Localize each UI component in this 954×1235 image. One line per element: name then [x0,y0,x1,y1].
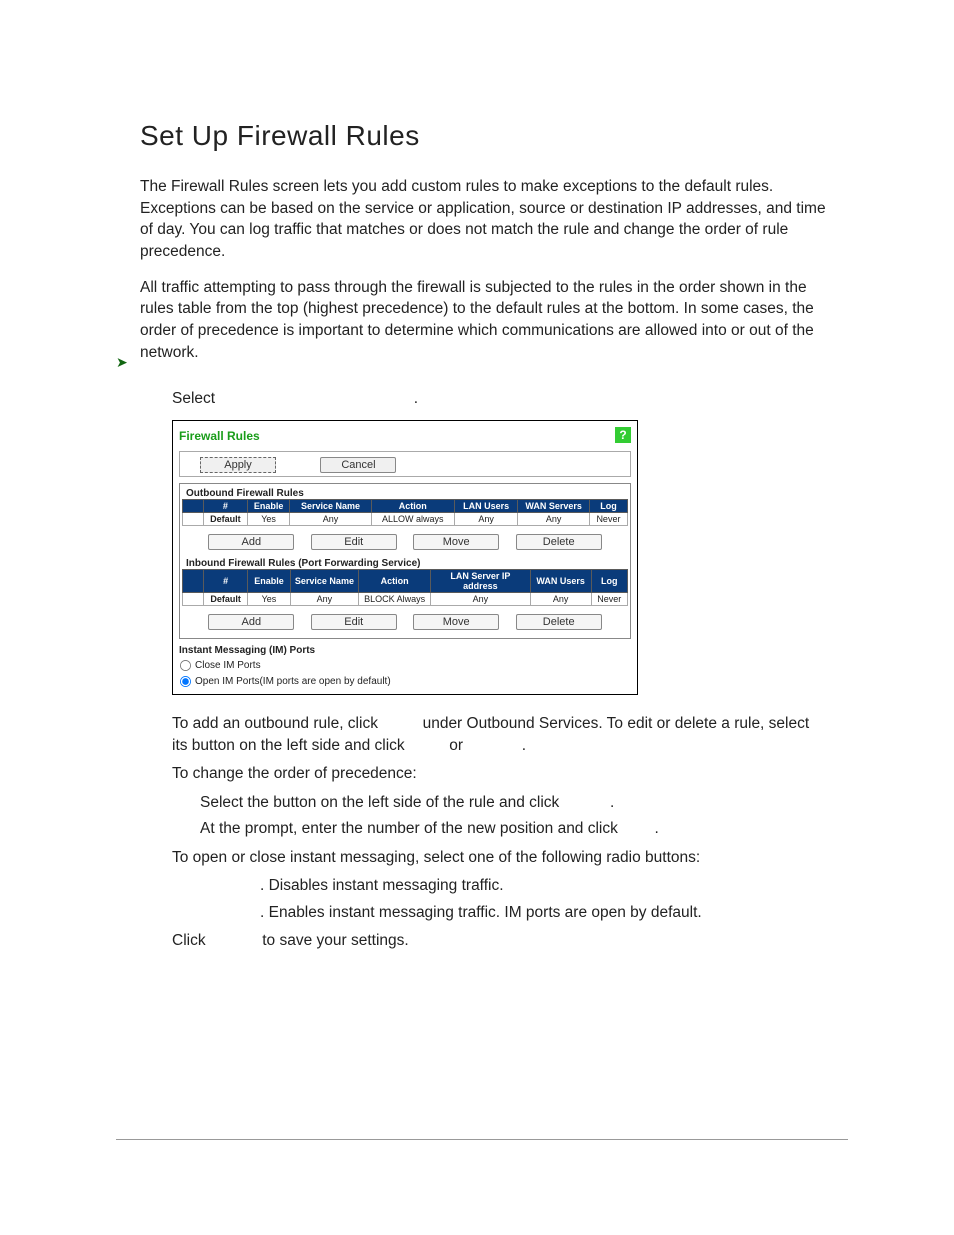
delete-button[interactable]: Delete [516,614,602,630]
select-step: Select . [172,390,839,408]
cell: Default [203,512,247,525]
inbound-section-title: Inbound Firewall Rules (Port Forwarding … [180,558,630,569]
cell: Yes [247,512,289,525]
inbound-row: Default Yes Any BLOCK Always Any Any Nev… [183,592,628,605]
im-radio-close[interactable]: Close IM Ports [179,659,631,672]
cell: Never [589,512,627,525]
edit-button[interactable]: Edit [311,534,397,550]
help-icon[interactable]: ? [615,427,631,443]
col-service: Service Name [290,499,372,512]
cell: Yes [248,592,290,605]
cell [183,512,204,525]
instr-text: under Outbound Services. To edit or dele… [423,715,810,732]
add-button[interactable]: Add [208,614,294,630]
im-bullet-1: . Disables instant messaging traffic. [260,875,839,897]
instr-text: Click [172,932,206,949]
sc-top-button-row: Apply Cancel [179,451,631,477]
cell: BLOCK Always [359,592,431,605]
im-opt1-label: Close IM Ports [195,660,261,671]
select-label: Select [172,390,215,407]
outbound-button-row: Add Edit Move Delete [180,526,630,558]
col-sel [183,569,204,592]
col-action: Action [371,499,454,512]
cell [183,592,204,605]
outbound-table: # Enable Service Name Action LAN Users W… [182,499,628,526]
sc-title: Firewall Rules [179,429,260,443]
apply-button[interactable]: Apply [200,457,276,473]
col-service: Service Name [290,569,359,592]
move-button[interactable]: Move [413,534,499,550]
sub-step-2: At the prompt, enter the number of the n… [200,818,839,840]
outbound-row: Default Yes Any ALLOW always Any Any Nev… [183,512,628,525]
select-period: . [414,390,418,407]
col-lan: LAN Server IP address [430,569,530,592]
sub-text: At the prompt, enter the number of the n… [200,820,618,837]
col-num: # [204,569,248,592]
chevron-icon: ➤ [116,354,128,371]
inbound-table: # Enable Service Name Action LAN Server … [182,569,628,606]
instr-text: . [522,737,526,754]
cancel-button[interactable]: Cancel [320,457,396,473]
col-wan: WAN Users [530,569,591,592]
intro-paragraph-1: The Firewall Rules screen lets you add c… [140,176,839,263]
sub-text: . [610,794,614,811]
cell: Any [518,512,590,525]
instr-add-rule: To add an outbound rule, click under Out… [172,713,839,758]
sub-text: Select the button on the left side of th… [200,794,559,811]
cell: Never [591,592,627,605]
im-radio-open[interactable]: Open IM Ports(IM ports are open by defau… [179,675,631,688]
instr-precedence: To change the order of precedence: [172,763,839,785]
move-button[interactable]: Move [413,614,499,630]
col-enable: Enable [247,499,289,512]
instr-save: Click to save your settings. [172,930,839,952]
sub-step-1: Select the button on the left side of th… [200,792,839,814]
col-num: # [203,499,247,512]
col-lan: LAN Users [454,499,518,512]
footer-divider [116,1139,848,1140]
instr-text: or [449,737,463,754]
col-wan: WAN Servers [518,499,590,512]
cell: ALLOW always [371,512,454,525]
col-enable: Enable [248,569,290,592]
outbound-box: Outbound Firewall Rules # Enable Service… [179,483,631,639]
im-section: Instant Messaging (IM) Ports Close IM Po… [173,639,637,694]
sub-text: . [655,820,659,837]
cell: Any [290,592,359,605]
instr-im: To open or close instant messaging, sele… [172,847,839,869]
delete-button[interactable]: Delete [516,534,602,550]
col-log: Log [589,499,627,512]
intro-paragraph-2: All traffic attempting to pass through t… [140,277,839,364]
col-sel [183,499,204,512]
im-title: Instant Messaging (IM) Ports [179,645,315,656]
page-heading: Set Up Firewall Rules [140,120,839,152]
cell: Any [530,592,591,605]
outbound-section-title: Outbound Firewall Rules [180,484,630,499]
inbound-button-row: Add Edit Move Delete [180,606,630,638]
add-button[interactable]: Add [208,534,294,550]
instr-text: its button on the left side and click [172,737,405,754]
cell: Any [430,592,530,605]
cell: Default [204,592,248,605]
instr-text: To add an outbound rule, click [172,715,378,732]
cell: Any [454,512,518,525]
col-action: Action [359,569,431,592]
im-bullet-2: . Enables instant messaging traffic. IM … [260,902,839,924]
firewall-screenshot: Firewall Rules ? Apply Cancel Outbound F… [172,420,638,695]
cell: Any [290,512,372,525]
col-log: Log [591,569,627,592]
im-opt2-label: Open IM Ports(IM ports are open by defau… [195,676,391,687]
edit-button[interactable]: Edit [311,614,397,630]
instr-text: to save your settings. [262,932,408,949]
